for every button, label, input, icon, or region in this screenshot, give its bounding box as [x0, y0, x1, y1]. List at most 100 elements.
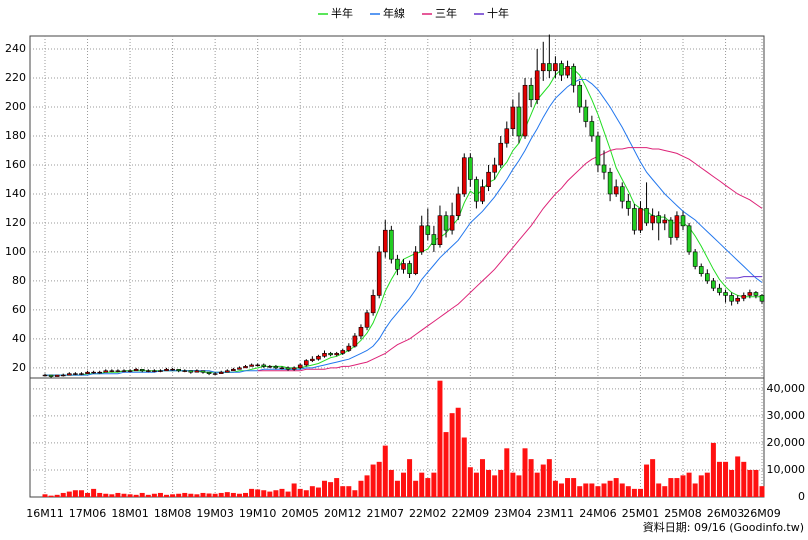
volume-bar — [735, 456, 741, 497]
volume-bar — [78, 490, 84, 497]
volume-bar — [230, 492, 236, 497]
volume-bar — [534, 472, 540, 497]
candle-body — [437, 215, 443, 245]
candle-body — [67, 373, 72, 376]
y-tick-label: 100 — [5, 245, 26, 258]
candle-body — [632, 208, 637, 231]
volume-bar — [54, 494, 60, 497]
volume-bar — [206, 493, 212, 497]
candle-body — [255, 364, 260, 367]
candle-body — [668, 219, 674, 238]
volume-bar — [48, 495, 54, 497]
volume-bar — [710, 442, 716, 497]
volume-bar — [443, 432, 449, 497]
candle-body — [243, 366, 248, 369]
candle-body — [583, 106, 589, 122]
candle-body — [656, 215, 662, 224]
y-tick-label: 120 — [5, 216, 26, 229]
candle-body — [735, 297, 740, 302]
volume-tick-label: 0 — [798, 490, 805, 503]
volume-bar — [127, 494, 133, 497]
volume-bar — [285, 491, 291, 497]
volume-bar — [552, 480, 558, 497]
candle-body — [212, 373, 218, 375]
candle-body — [115, 370, 121, 372]
volume-bar — [85, 492, 91, 497]
x-tick-label: 20M05 — [281, 507, 319, 520]
volume-bar — [394, 480, 400, 497]
candle-body — [571, 66, 576, 86]
candle-body — [510, 106, 516, 130]
candle-body — [48, 374, 54, 377]
candle-body — [91, 371, 96, 374]
volume-bar — [273, 490, 279, 497]
candle-body — [498, 142, 504, 166]
volume-bar — [479, 459, 485, 497]
candle-body — [127, 370, 133, 372]
volume-tick-label: 10,000 — [767, 463, 806, 476]
x-tick-label: 22M02 — [409, 507, 447, 520]
volume-bar — [267, 491, 273, 497]
volume-bar — [498, 469, 504, 497]
volume-bar — [595, 486, 601, 497]
source-note: 資料日期: 09/16 (Goodinfo.tw) — [643, 520, 804, 534]
volume-bar — [583, 483, 589, 497]
volume-bar — [133, 494, 139, 497]
candle-body — [273, 366, 279, 369]
candle-body — [103, 370, 109, 373]
volume-bar — [170, 494, 176, 497]
volume-bar — [346, 486, 352, 497]
volume-bar — [637, 488, 643, 497]
candle-body — [607, 171, 613, 195]
candle-body — [303, 360, 309, 366]
candle-body — [468, 157, 473, 180]
candle-body — [194, 370, 200, 373]
candle-body — [170, 369, 175, 371]
x-tick-label: 24M06 — [579, 507, 617, 520]
volume-bar — [662, 486, 668, 497]
volume-bar — [571, 478, 577, 497]
volume-bar — [42, 494, 48, 497]
volume-bar — [723, 461, 729, 497]
volume-bar — [103, 493, 109, 497]
candle-body — [449, 215, 455, 231]
candle-body — [285, 367, 291, 370]
volume-bar — [370, 464, 376, 497]
volume-bar — [243, 492, 249, 497]
candle-body — [340, 350, 346, 354]
volume-bar — [376, 461, 382, 497]
candle-body — [231, 369, 236, 372]
candle-body — [540, 63, 546, 72]
candle-body — [73, 373, 78, 375]
volume-bar — [650, 459, 656, 497]
volume-bar — [109, 494, 115, 497]
candle-body — [559, 63, 564, 76]
legend-label: 三年 — [435, 6, 457, 20]
candle-body — [109, 370, 115, 372]
candle-body — [413, 251, 418, 274]
volume-bar — [492, 475, 498, 497]
candle-body — [200, 370, 206, 373]
candle-body — [382, 229, 388, 253]
volume-bar — [698, 475, 704, 497]
candle-body — [267, 366, 273, 368]
volume-bar — [601, 483, 607, 497]
x-tick-label: 25M08 — [664, 507, 702, 520]
x-tick-label: 16M11 — [26, 507, 64, 520]
volume-bar — [437, 380, 443, 497]
candle-body — [370, 295, 376, 314]
candle-body — [516, 106, 522, 137]
volume-bar — [631, 488, 637, 497]
candle-body — [455, 193, 461, 216]
candle-body — [486, 171, 491, 188]
volume-bar — [716, 461, 722, 497]
candle-body — [60, 374, 66, 377]
volume-bar — [546, 459, 552, 497]
candle-body — [747, 292, 753, 296]
volume-bar — [540, 464, 546, 497]
candle-body — [650, 215, 655, 224]
candle-body — [674, 215, 680, 238]
volume-bar — [407, 459, 413, 497]
volume-bar — [747, 469, 753, 497]
candle-body — [644, 208, 649, 224]
